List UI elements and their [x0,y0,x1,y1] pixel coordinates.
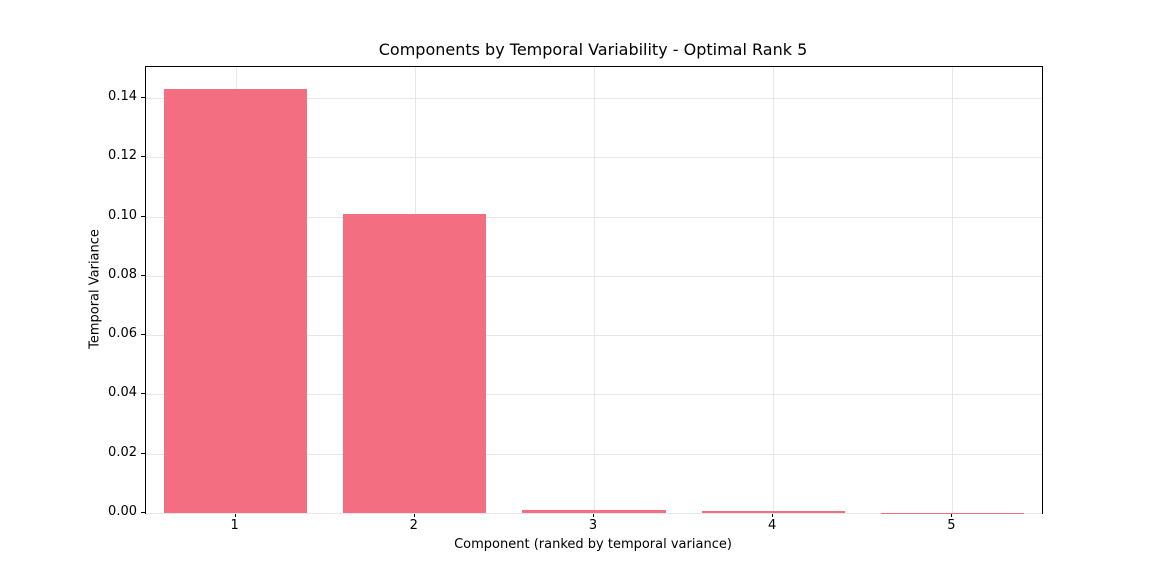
y-tick-label: 0.02 [108,444,137,460]
x-tick-label: 3 [588,518,598,533]
x-tick-mark [413,513,415,517]
v-gridline [952,67,954,513]
y-tick-mark [141,452,145,454]
y-tick-mark [141,512,145,513]
y-tick-mark [141,97,145,99]
x-axis-label: Component (ranked by temporal variance) [454,537,732,552]
y-tick-label: 0.00 [108,504,137,519]
x-tick-label: 4 [768,518,777,533]
y-tick-label: 0.04 [108,385,137,401]
chart-title: Components by Temporal Variability - Opt… [378,40,808,59]
bar [522,510,666,513]
y-tick-label: 0.12 [108,148,137,164]
y-tick-mark [141,156,145,158]
y-tick-label: 0.08 [108,266,137,282]
x-tick-mark [593,513,594,517]
bar [163,88,308,513]
x-tick-mark [951,513,953,517]
y-tick-mark [141,215,145,217]
plot-area [145,66,1043,514]
bar [343,214,487,513]
y-tick-label: 0.14 [108,89,137,105]
bar [701,510,845,513]
y-tick-mark [141,393,145,395]
y-tick-label: 0.06 [108,326,137,342]
v-gridline [773,67,775,513]
y-tick-mark [141,274,145,276]
x-tick-mark [772,513,774,517]
x-tick-label: 5 [947,518,956,533]
x-tick-label: 1 [230,518,239,533]
x-tick-label: 2 [409,518,418,533]
y-tick-label: 0.10 [108,207,137,223]
y-tick-mark [141,334,145,336]
x-tick-mark [234,513,236,517]
v-gridline [594,67,595,513]
h-gridline [146,513,1042,514]
